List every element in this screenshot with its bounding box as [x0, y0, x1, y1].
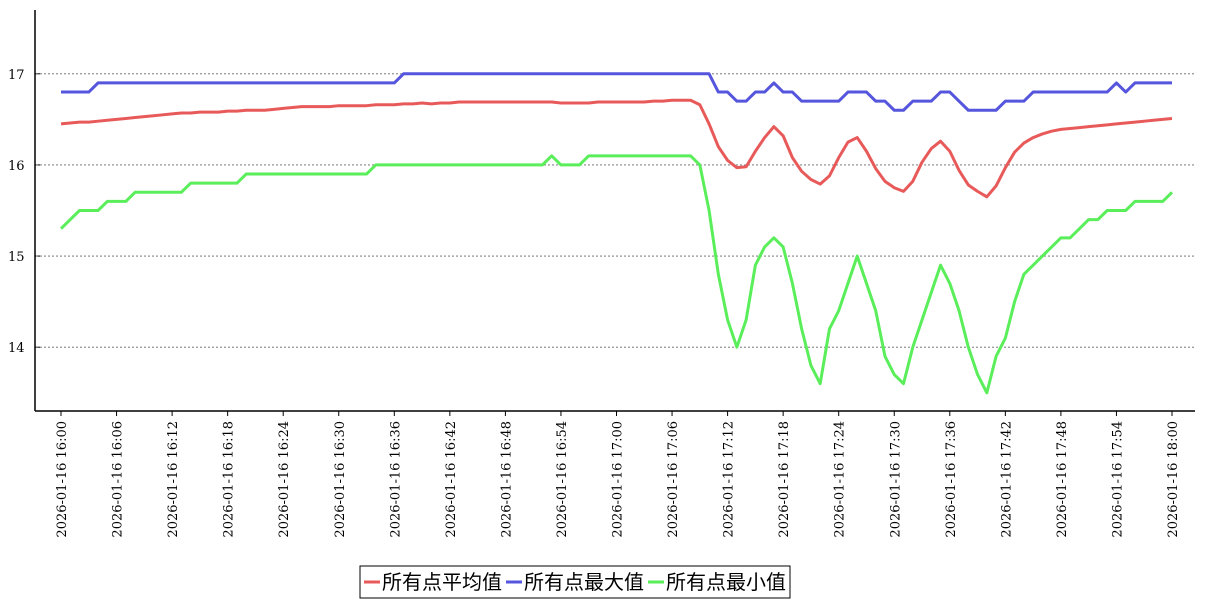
x-tick-label: 2026-01-16 16:06: [111, 421, 126, 538]
x-tick-label: 2026-01-16 17:18: [777, 421, 792, 538]
x-tick-label: 2026-01-16 17:24: [833, 421, 848, 538]
x-tick-label: 2026-01-16 16:42: [444, 421, 459, 538]
legend: 所有点平均值 所有点最大值 所有点最小值: [359, 565, 791, 599]
x-tick-label: 2026-01-16 17:06: [666, 421, 681, 538]
x-tick-label: 2026-01-16 18:00: [1166, 421, 1181, 538]
legend-label: 所有点最小值: [666, 570, 786, 594]
x-tick-label: 2026-01-16 17:00: [611, 421, 626, 538]
x-tick-label: 2026-01-16 16:54: [555, 421, 570, 538]
x-tick-label: 2026-01-16 16:00: [55, 421, 70, 538]
series-line: [59, 154, 1174, 395]
x-tick-label: 2026-01-16 17:36: [944, 421, 959, 538]
legend-label: 所有点最大值: [524, 570, 644, 594]
x-tick-label: 2026-01-16 17:12: [722, 421, 737, 538]
x-tick-label: 2026-01-16 17:48: [1055, 421, 1070, 538]
y-tick-label: 14: [8, 341, 25, 356]
x-tick-label: 2026-01-16 16:24: [277, 421, 292, 538]
x-tick-label: 2026-01-16 16:36: [388, 421, 403, 538]
x-tick-label: 2026-01-16 16:18: [222, 421, 237, 538]
x-tick-label: 2026-01-16 16:30: [333, 421, 348, 538]
legend-box: [359, 565, 791, 599]
x-tick-label: 2026-01-16 17:42: [999, 421, 1014, 538]
y-tick-label: 17: [8, 68, 25, 83]
x-tick-label: 2026-01-16 16:12: [166, 421, 181, 538]
y-tick-label: 15: [8, 250, 25, 265]
x-tick-label: 2026-01-16 17:54: [1110, 421, 1125, 538]
series-line: [60, 98, 1173, 199]
x-tick-label: 2026-01-16 17:30: [888, 421, 903, 538]
legend-label: 所有点平均值: [382, 570, 502, 594]
series-line: [61, 72, 1172, 112]
x-tick-label: 2026-01-16 16:48: [499, 421, 514, 538]
y-tick-label: 16: [8, 159, 25, 174]
